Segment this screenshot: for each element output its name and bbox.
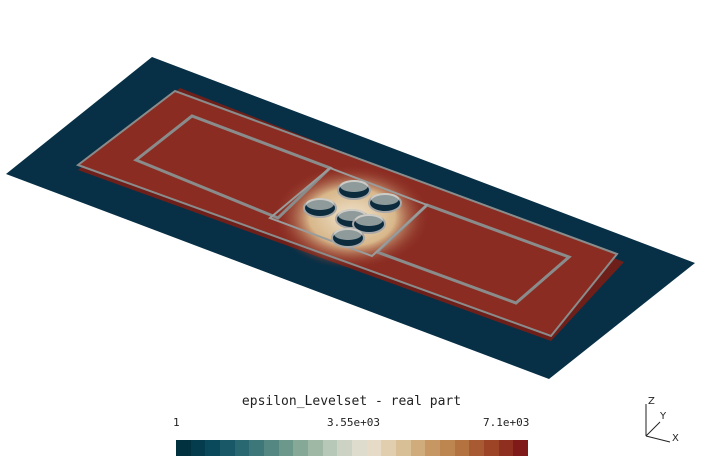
colorbar-swatch xyxy=(396,440,411,456)
hole xyxy=(331,228,365,248)
colorbar-max-label: 7.1e+03 xyxy=(483,416,530,429)
colorbar-swatch xyxy=(278,440,294,456)
colorbar-swatch xyxy=(176,440,191,456)
colorbar-swatch xyxy=(337,440,353,456)
slab-outline xyxy=(75,89,619,338)
colorbar-swatch xyxy=(498,440,514,456)
hole xyxy=(303,198,337,218)
colorbar-min-label: 1 xyxy=(173,416,180,429)
hole xyxy=(368,193,402,213)
colorbar-title: epsilon_Levelset - real part xyxy=(241,394,462,409)
colorbar-swatch xyxy=(484,440,499,456)
colorbar xyxy=(176,440,529,456)
colorbar-swatch xyxy=(410,440,426,456)
colorbar-swatch xyxy=(366,440,382,456)
colorbar-mid-label: 3.55e+03 xyxy=(327,416,380,429)
hole-array xyxy=(303,180,402,248)
colorbar-swatch xyxy=(469,440,485,456)
orientation-axes-icon: Z Y X xyxy=(645,396,679,444)
render-viewport[interactable] xyxy=(0,0,703,380)
colorbar-swatch xyxy=(264,440,279,456)
axis-x-label: X xyxy=(672,433,679,444)
colorbar-swatch xyxy=(220,440,235,456)
colorbar-swatch xyxy=(440,440,455,456)
colorbar-swatch xyxy=(249,440,265,456)
colorbar-swatch xyxy=(513,440,529,456)
axis-z-label: Z xyxy=(648,396,655,407)
hole xyxy=(337,180,371,200)
axis-y-label: Y xyxy=(659,411,667,422)
colorbar-swatch xyxy=(308,440,323,456)
colorbar-swatch xyxy=(293,440,309,456)
colorbar-swatch xyxy=(205,440,221,456)
colorbar-swatch xyxy=(234,440,250,456)
colorbar-swatch xyxy=(454,440,470,456)
colorbar-swatch xyxy=(352,440,367,456)
colorbar-swatch xyxy=(190,440,206,456)
hole xyxy=(352,214,386,234)
colorbar-swatch xyxy=(425,440,441,456)
colorbar-swatch xyxy=(381,440,397,456)
colorbar-swatch xyxy=(322,440,338,456)
